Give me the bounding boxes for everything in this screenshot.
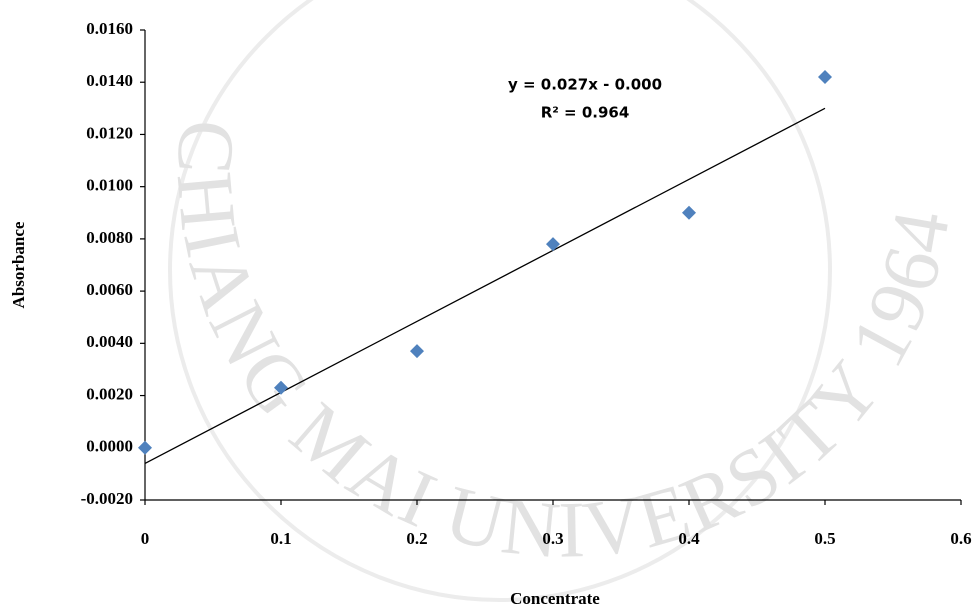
y-tick-label: 0.0000 xyxy=(86,437,133,456)
data-point xyxy=(546,237,560,251)
x-axis-title: Concentrate xyxy=(510,589,600,608)
y-axis-title: Absorbance xyxy=(9,221,28,308)
r-squared: R² = 0.964 xyxy=(541,104,630,122)
y-tick-label: 0.0080 xyxy=(86,228,133,247)
y-tick-label: 0.0020 xyxy=(86,384,133,403)
x-tick-label: 0.6 xyxy=(950,529,971,548)
y-tick-label: 0.0120 xyxy=(86,123,133,142)
y-tick-label: 0.0160 xyxy=(86,19,133,38)
y-tick-label: -0.0020 xyxy=(81,489,133,508)
data-point xyxy=(682,206,696,220)
y-tick-label: 0.0140 xyxy=(86,71,133,90)
y-tick-label: 0.0100 xyxy=(86,176,133,195)
chart: CHIANG MAI UNIVERSITY 1964 -0.0020 0.0000… xyxy=(0,0,979,610)
x-tick-label: 0.3 xyxy=(542,529,563,548)
watermark: CHIANG MAI UNIVERSITY 1964 xyxy=(159,118,967,576)
x-tick-label: 0.1 xyxy=(270,529,291,548)
x-tick-label: 0.5 xyxy=(814,529,835,548)
x-tick-label: 0.4 xyxy=(678,529,700,548)
data-point xyxy=(818,70,832,84)
data-point xyxy=(410,344,424,358)
x-tick-label: 0 xyxy=(141,529,150,548)
data-point xyxy=(138,441,152,455)
page: CHIANG MAI UNIVERSITY 1964 -0.0020 0.0000… xyxy=(0,0,979,610)
x-tick-label: 0.2 xyxy=(406,529,427,548)
equation: y = 0.027x - 0.000 xyxy=(508,76,662,94)
watermark-text: CHIANG MAI UNIVERSITY 1964 xyxy=(159,118,967,576)
y-tick-label: 0.0040 xyxy=(86,332,133,351)
y-tick-label: 0.0060 xyxy=(86,280,133,299)
